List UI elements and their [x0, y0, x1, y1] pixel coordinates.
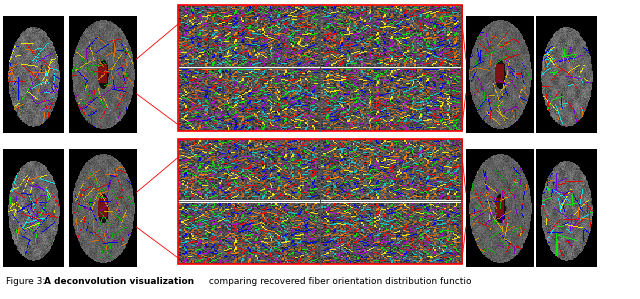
Text: 1-Shell Low-Angular Resolution: 1-Shell Low-Angular Resolution — [477, 15, 586, 21]
Text: Figure 3:: Figure 3: — [6, 277, 49, 286]
Text: Cerebellum:: Cerebellum: — [297, 55, 343, 64]
Text: B.1) SHD-TV (ours): B.1) SHD-TV (ours) — [486, 129, 577, 139]
Bar — [178, 5, 462, 131]
Bar — [178, 139, 462, 264]
Text: B.1) SHD-TV (ours): B.1) SHD-TV (ours) — [24, 129, 115, 139]
Text: Multi-crossing area:: Multi-crossing area: — [282, 0, 358, 1]
Text: comparing recovered fiber orientation distribution functio: comparing recovered fiber orientation di… — [206, 277, 472, 286]
Text: 3-Shell High-Angular Resolution: 3-Shell High-Angular Resolution — [14, 15, 125, 21]
Text: Multi-crossing area:: Multi-crossing area: — [282, 126, 358, 135]
Text: Cerebellum:: Cerebellum: — [297, 188, 343, 197]
Text: 3-Shell High-Angular Resolution: 3-Shell High-Angular Resolution — [14, 140, 125, 146]
Text: A.1) CSD: A.1) CSD — [510, 4, 553, 14]
Text: A.1) CSD: A.1) CSD — [48, 4, 92, 14]
Text: A deconvolution visualization: A deconvolution visualization — [44, 277, 194, 286]
Text: 1-Shell Low-Angular Resolution: 1-Shell Low-Angular Resolution — [477, 140, 586, 146]
